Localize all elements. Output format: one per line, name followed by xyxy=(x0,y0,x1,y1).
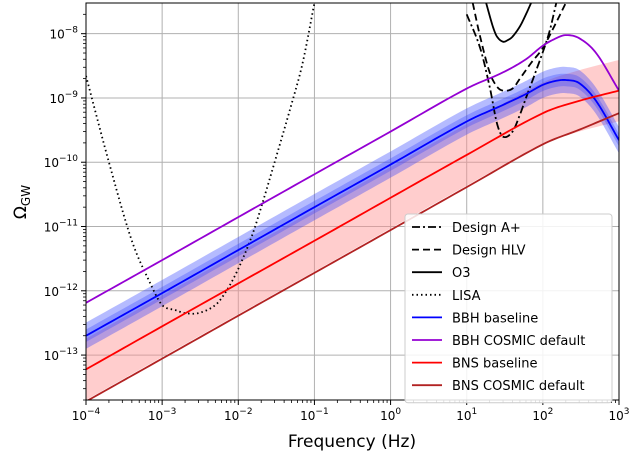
y-tick-label: 10−10 xyxy=(44,154,79,170)
design-a-line xyxy=(465,3,558,139)
y-tick-label: 10−13 xyxy=(44,347,78,363)
y-tick-label: 10−9 xyxy=(49,90,78,106)
y-axis-label: ΩGW xyxy=(11,185,33,219)
bns-cosmic-default-legend-label: BNS COSMIC default xyxy=(452,379,585,394)
x-tick-label: 101 xyxy=(456,407,477,423)
o3-line xyxy=(485,3,532,43)
x-axis-ticks: 10−4 10−3 10−2 10−1 100 101 102 103 xyxy=(72,400,630,423)
y-axis-label-sub: GW xyxy=(19,185,33,206)
bbh-cosmic-default-line xyxy=(86,34,619,304)
y-axis-label-main: Ω xyxy=(11,206,31,219)
x-tick-label: 10−3 xyxy=(148,407,177,423)
series-lines xyxy=(86,3,619,400)
plot-frame xyxy=(85,2,620,401)
o3-legend-label: O3 xyxy=(452,266,471,281)
lisa-legend-label: LISA xyxy=(452,289,481,304)
bns-baseline-legend-label: BNS baseline xyxy=(452,357,537,372)
bbh-baseline-legend-label: BBH baseline xyxy=(452,311,538,326)
bns-cosmic-default-line xyxy=(86,112,619,400)
x-tick-label: 10−1 xyxy=(300,407,329,423)
y-axis-ticks: 10−13 10−12 10−11 10−10 10−9 10−8 xyxy=(44,13,86,401)
design-a-legend-label: Design A+ xyxy=(452,221,521,236)
x-tick-label: 10−2 xyxy=(224,407,253,423)
legend: Design A+ Design HLV O3 LISA BBH baseline BBH… xyxy=(404,213,613,404)
x-tick-label: 102 xyxy=(532,407,553,423)
bbh-cosmic-default-legend-label: BBH COSMIC default xyxy=(452,334,585,349)
bbh-baseline-line xyxy=(86,79,619,337)
bns-baseline-line xyxy=(86,89,619,371)
y-tick-label: 10−11 xyxy=(44,219,78,235)
legend-box xyxy=(404,213,613,404)
x-tick-label: 103 xyxy=(608,407,629,423)
design-hlv-legend-label: Design HLV xyxy=(452,244,526,259)
design-hlv-line xyxy=(471,3,567,92)
x-tick-label: 10−4 xyxy=(72,407,101,423)
y-tick-label: 10−8 xyxy=(49,26,78,42)
x-tick-label: 100 xyxy=(380,407,401,423)
y-tick-label: 10−12 xyxy=(44,283,78,299)
x-axis-label: Frequency (Hz) xyxy=(288,432,416,452)
